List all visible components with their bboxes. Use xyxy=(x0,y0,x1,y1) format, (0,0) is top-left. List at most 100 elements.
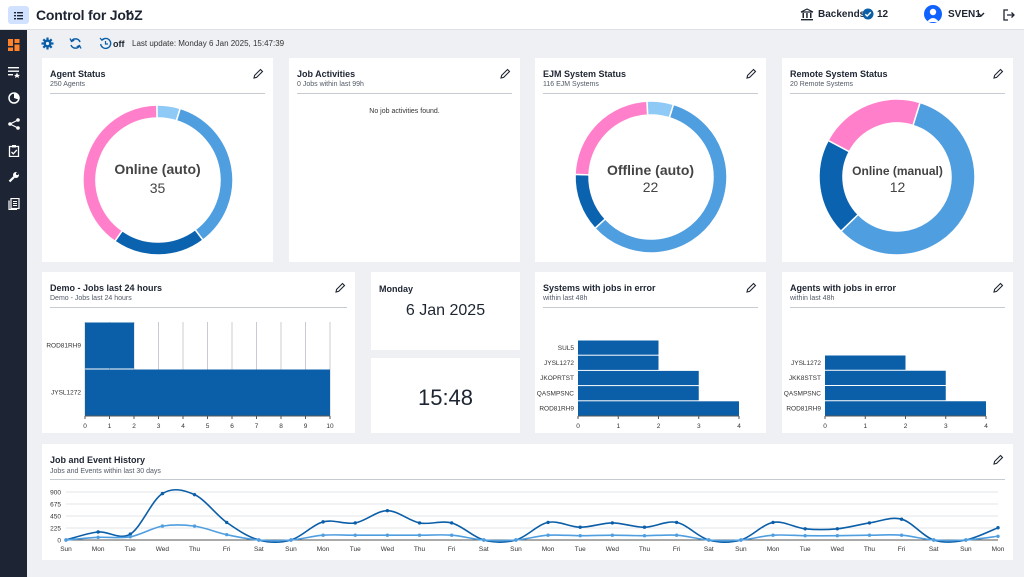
x-tick-label: 7 xyxy=(255,423,259,430)
data-point xyxy=(514,538,518,542)
category-label: QASMPSNC xyxy=(784,390,822,397)
documents-icon xyxy=(7,198,20,210)
chevron-down-icon[interactable] xyxy=(124,8,134,18)
data-point xyxy=(449,521,454,525)
x-tick-label: Fri xyxy=(673,546,681,553)
sidebar-item-documents[interactable] xyxy=(0,191,27,217)
card-subtitle: Jobs and Events within last 30 days xyxy=(50,468,161,475)
donut-center-label: Online (auto) xyxy=(114,161,201,177)
data-point xyxy=(867,533,872,537)
sidebar-item-tools[interactable] xyxy=(0,164,27,190)
data-point xyxy=(96,535,100,540)
edit-pencil-icon[interactable] xyxy=(746,282,757,293)
sidebar-item-workflow[interactable] xyxy=(0,111,27,137)
x-tick-label: Wed xyxy=(831,546,845,553)
data-point xyxy=(835,534,840,538)
user-name[interactable]: SVEN1 xyxy=(948,9,981,20)
card-title: Remote System Status xyxy=(790,69,888,79)
logout-icon[interactable] xyxy=(1002,8,1016,22)
sidebar-item-favorites[interactable] xyxy=(0,59,27,85)
sync-icon[interactable] xyxy=(69,37,82,50)
data-point xyxy=(996,534,1000,538)
card-title: Demo - Jobs last 24 hours xyxy=(50,283,163,293)
divider xyxy=(543,93,758,94)
data-point xyxy=(739,538,743,542)
data-point xyxy=(321,520,325,524)
edit-pencil-icon[interactable] xyxy=(993,68,1004,79)
date-display: 6 Jan 2025 xyxy=(405,302,486,319)
sidebar-item-monitor[interactable] xyxy=(0,85,27,111)
x-tick-label: Thu xyxy=(639,546,651,553)
sidebar-item-checklist[interactable] xyxy=(0,138,27,164)
history-card: Job and Event History Jobs and Events wi… xyxy=(42,444,1013,560)
data-point xyxy=(160,491,165,496)
divider xyxy=(790,93,1005,94)
divider xyxy=(790,307,1005,308)
bar xyxy=(578,340,659,355)
history-line-chart: 0 225 450 675 900 Sun Mon Tue Wed Thu Fri Sat Sun Mon… xyxy=(50,488,1005,553)
x-tick-label: Sun xyxy=(735,546,747,553)
card-title: Job Activities xyxy=(297,69,356,79)
data-point xyxy=(610,521,615,525)
bar xyxy=(85,369,330,416)
x-tick-label: Wed xyxy=(381,546,395,553)
donut-center-label: Offline (auto) xyxy=(606,162,695,178)
x-tick-label: Mon xyxy=(767,546,780,553)
x-tick-label: 0 xyxy=(823,423,827,430)
edit-pencil-icon[interactable] xyxy=(253,68,264,79)
donut-slice xyxy=(827,98,921,153)
agents-errors-card: Agents with jobs in error within last 48… xyxy=(782,272,1013,433)
x-tick-label: 3 xyxy=(157,423,161,430)
menu-button[interactable] xyxy=(8,6,29,24)
category-label: ROD81RH9 xyxy=(786,406,821,413)
time-display: 15:48 xyxy=(417,385,474,410)
y-tick-label: 225 xyxy=(50,525,61,532)
card-subtitle: 250 Agents xyxy=(50,81,86,88)
x-tick-label: 1 xyxy=(863,423,867,430)
x-tick-label: Tue xyxy=(800,546,811,553)
category-label: JYSL1272 xyxy=(544,360,574,367)
bar xyxy=(825,355,906,370)
donut-slice xyxy=(113,228,204,256)
edit-pencil-icon[interactable] xyxy=(993,454,1004,465)
x-tick-label: Fri xyxy=(898,546,906,553)
app-title[interactable]: Control for JobZ xyxy=(36,7,143,23)
bar xyxy=(578,401,739,416)
edit-pencil-icon[interactable] xyxy=(500,68,511,79)
data-point xyxy=(192,524,197,528)
divider xyxy=(50,307,347,308)
data-point xyxy=(192,492,197,497)
avatar[interactable] xyxy=(924,5,942,23)
backends-label[interactable]: Backends xyxy=(818,9,866,20)
date-card: Monday 6 Jan 2025 xyxy=(371,272,520,350)
category-label: JKOPRTST xyxy=(540,375,574,382)
top-bar: Control for JobZ Backends 12 SVEN1 xyxy=(0,0,1024,30)
remote-status-donut xyxy=(818,98,976,256)
auto-refresh-state[interactable]: off xyxy=(113,39,125,49)
sidebar-item-dashboard[interactable] xyxy=(0,32,27,58)
data-point xyxy=(803,534,807,538)
empty-message: No job activities found. xyxy=(369,108,440,115)
divider xyxy=(50,479,1005,480)
menu-list-icon xyxy=(14,12,23,20)
card-subtitle: 20 Remote Systems xyxy=(790,81,854,88)
bar xyxy=(578,386,699,401)
bank-icon[interactable] xyxy=(800,8,814,21)
data-point xyxy=(707,538,711,542)
x-tick-label: Thu xyxy=(414,546,426,553)
data-point xyxy=(417,533,422,537)
demo-jobs-bar-chart: 0 1 2 3 4 5 6 7 8 9 10 ROD81RH9 JYSL1272 xyxy=(46,322,334,430)
bar xyxy=(578,370,699,386)
edit-pencil-icon[interactable] xyxy=(746,68,757,79)
category-label: ROD81RH9 xyxy=(539,406,574,413)
edit-pencil-icon[interactable] xyxy=(993,282,1004,293)
auto-refresh-icon[interactable] xyxy=(99,37,112,50)
x-tick-label: 4 xyxy=(737,423,741,430)
card-title: Agents with jobs in error xyxy=(790,283,897,293)
settings-gear-icon[interactable] xyxy=(41,37,54,50)
data-point xyxy=(385,533,390,537)
chevron-down-icon[interactable] xyxy=(976,10,986,20)
x-tick-label: Sun xyxy=(285,546,297,553)
edit-pencil-icon[interactable] xyxy=(335,282,346,293)
x-tick-label: Sun xyxy=(60,546,72,553)
